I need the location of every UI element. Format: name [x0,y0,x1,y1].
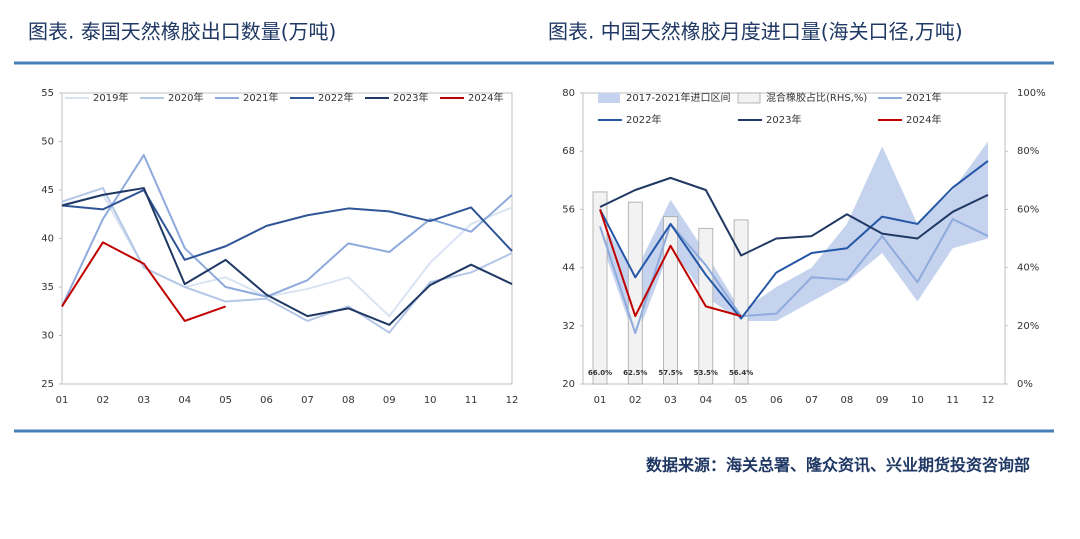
x-tick-label: 09 [383,395,396,406]
line [599,209,742,318]
x-tick-label: 04 [699,395,712,406]
line [61,241,226,322]
bar [663,216,678,385]
legend-swatch [598,93,620,103]
bar [733,219,749,385]
y2-tick-label: 0% [1017,379,1033,390]
line [599,160,989,320]
legend-label: 2021年 [243,91,278,104]
x-tick-label: 03 [664,395,677,406]
x-tick-label: 09 [876,395,889,406]
legend-label: 2024年 [468,91,503,104]
y2-tick-label: 20% [1017,321,1039,332]
x-tick-label: 03 [137,395,150,406]
y-tick-label: 45 [41,185,54,196]
x-tick-label: 01 [56,395,69,406]
y-tick-label: 35 [41,282,54,293]
y2-tick-label: 60% [1017,204,1039,215]
x-tick-label: 08 [342,395,355,406]
legend-swatch [737,92,761,104]
x-tick-label: 02 [629,395,642,406]
line [599,218,989,335]
range-area [600,141,988,341]
y-tick-label: 56 [562,204,575,215]
y-tick-label: 30 [41,331,54,342]
x-tick-label: 02 [97,395,110,406]
x-tick-label: 11 [946,395,959,406]
line [61,187,513,326]
chart-title: 图表. 中国天然橡胶月度进口量(海关口径,万吨) [548,20,963,44]
chart-title: 图表. 泰国天然橡胶出口数量(万吨) [28,20,336,44]
data-label: 56.4% [729,369,753,377]
y-tick-label: 50 [41,137,54,148]
legend-label: 2021年 [906,91,941,104]
data-label: 57.5% [658,369,682,377]
x-tick-label: 04 [178,395,191,406]
legend-label: 2024年 [906,113,941,126]
y2-tick-label: 40% [1017,263,1039,274]
legend-label: 2017-2021年进口区间 [626,91,731,104]
y-tick-label: 44 [562,263,575,274]
x-tick-label: 07 [301,395,314,406]
data-label: 62.5% [623,369,647,377]
line [61,154,513,307]
y-tick-label: 80 [562,88,575,99]
y-tick-label: 40 [41,234,54,245]
x-tick-label: 05 [219,395,232,406]
x-tick-label: 11 [465,395,478,406]
y-tick-label: 32 [562,321,575,332]
legend-label: 2023年 [393,91,428,104]
x-tick-label: 06 [770,395,783,406]
x-tick-label: 06 [260,395,273,406]
legend-label: 2019年 [93,91,128,104]
x-tick-label: 12 [506,395,519,406]
line [61,189,513,261]
x-tick-label: 07 [805,395,818,406]
data-label: 66.0% [588,369,612,377]
line [599,176,989,257]
line [61,187,513,334]
y-tick-label: 20 [562,379,575,390]
x-tick-label: 10 [424,395,437,406]
plot-frame [582,92,1006,385]
legend-label: 2020年 [168,91,203,104]
legend-label: 2022年 [318,91,353,104]
x-tick-label: 10 [911,395,924,406]
x-tick-label: 05 [735,395,748,406]
y-tick-label: 68 [562,146,575,157]
x-tick-label: 01 [594,395,607,406]
bar [627,201,643,385]
y2-tick-label: 80% [1017,146,1039,157]
legend-label: 2022年 [626,113,661,126]
data-label: 53.5% [694,369,718,377]
y-tick-label: 55 [41,88,54,99]
source: 数据来源：海关总署、隆众资讯、兴业期货投资咨询部 [646,456,1030,475]
x-tick-label: 08 [841,395,854,406]
y2-tick-label: 100% [1017,88,1046,99]
y-tick-label: 25 [41,379,54,390]
x-tick-label: 12 [982,395,995,406]
legend-label: 混合橡胶占比(RHS,%) [766,91,867,104]
legend-label: 2023年 [766,113,801,126]
